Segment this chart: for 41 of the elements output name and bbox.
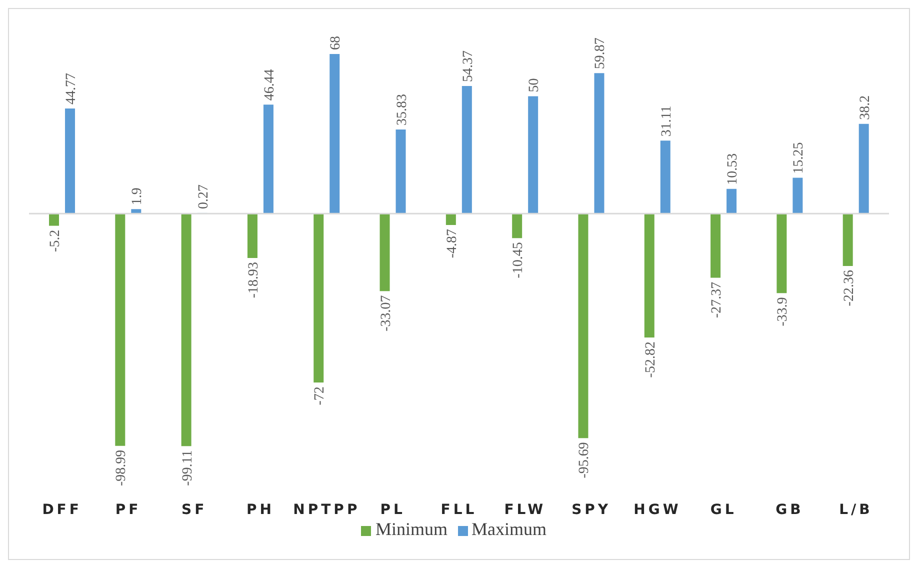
data-label: -18.93 [246, 262, 262, 298]
x-tick-label: FLL [440, 502, 478, 518]
x-tick-label: SF [182, 502, 208, 518]
legend-label: Maximum [472, 519, 546, 539]
data-label: -4.87 [444, 229, 460, 258]
data-label: -22.36 [842, 270, 857, 306]
x-tick-label: FLW [504, 502, 546, 518]
data-label: 1.9 [130, 188, 146, 206]
data-label: -33.9 [776, 297, 791, 326]
x-tick-label: HGW [634, 502, 682, 518]
data-label: 10.53 [726, 153, 741, 185]
data-label: 68 [328, 36, 344, 50]
data-label: -95.69 [577, 442, 592, 478]
data-label: 54.37 [460, 50, 476, 82]
data-label: -27.37 [710, 282, 725, 318]
data-label: 46.44 [262, 69, 278, 101]
data-label: -98.99 [114, 450, 130, 486]
legend-label: Minimum [375, 519, 448, 539]
data-label: -5.2 [48, 230, 63, 252]
data-label: 59.87 [593, 38, 608, 70]
data-label: 31.11 [659, 106, 674, 137]
x-tick-label: DFF [42, 502, 82, 518]
data-label: 50 [527, 78, 542, 92]
x-tick-label: SPY [572, 502, 612, 518]
data-label: -72 [312, 386, 328, 406]
data-label: 38.2 [858, 95, 873, 120]
data-label: 35.83 [394, 94, 410, 126]
x-tick-label: PF [115, 502, 142, 518]
x-tick-label: GB [776, 502, 804, 518]
x-tick-label: GL [710, 502, 737, 518]
data-label: -10.45 [511, 242, 526, 278]
data-label: -33.07 [378, 295, 394, 332]
data-label: 0.27 [196, 184, 212, 209]
data-label: 15.25 [792, 142, 807, 174]
x-tick-label: PH [246, 502, 275, 518]
data-label: -52.82 [643, 342, 658, 378]
x-tick-label: PL [380, 502, 406, 518]
x-tick-label: L/B [839, 502, 873, 518]
data-label: -99.11 [180, 450, 196, 486]
data-label: 44.77 [64, 73, 79, 105]
x-tick-label: NPTPP [293, 502, 360, 518]
